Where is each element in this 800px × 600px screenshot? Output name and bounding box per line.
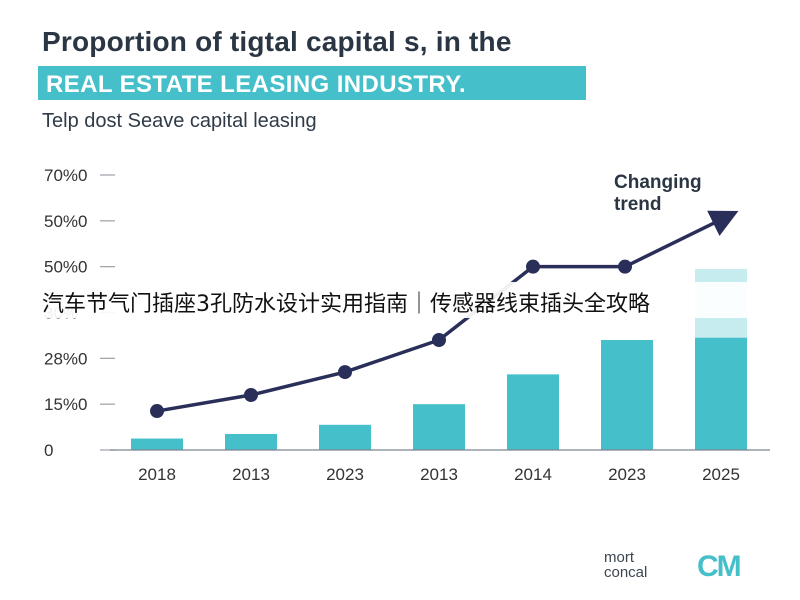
overlay-caption: 汽车节气门插座3孔防水设计实用指南｜传感器线束插头全攻略 — [42, 292, 650, 317]
x-tick-label: 2014 — [514, 465, 552, 484]
brand-name: mort concal — [604, 550, 684, 580]
trend-point — [432, 333, 446, 347]
y-tick-label: 50%0 — [44, 212, 87, 231]
y-tick-label: 0 — [44, 441, 53, 460]
brand-line-1: mort — [604, 549, 634, 566]
x-tick-label: 2013 — [420, 465, 458, 484]
bar — [507, 374, 559, 450]
bar — [601, 340, 653, 450]
trend-point — [338, 365, 352, 380]
brand-logo: CM — [697, 550, 742, 583]
y-tick-label: 70%0 — [44, 166, 87, 185]
annotation-text: trend — [614, 194, 662, 215]
trend-line — [156, 264, 625, 413]
annotation-text: Changing — [614, 172, 702, 193]
banner-text: REAL ESTATE LEASING INDUSTRY. — [46, 71, 467, 98]
y-tick-label: 28%0 — [44, 349, 87, 368]
x-tick-label: 2025 — [702, 465, 740, 484]
title-banner: REAL ESTATE LEASING INDUSTRY. — [38, 66, 586, 100]
x-tick-label: 2023 — [608, 465, 646, 484]
bar — [225, 433, 277, 450]
trend-point — [150, 404, 164, 419]
bar — [131, 438, 183, 450]
x-tick-label: 2023 — [326, 465, 364, 484]
brand-line-2: concal — [604, 564, 648, 581]
y-tick-label: 50%0 — [44, 258, 87, 277]
trend-point — [244, 388, 258, 402]
bar — [413, 404, 465, 450]
trend-point — [618, 259, 632, 274]
chart-subtitle: Telp dost Seave capital leasing — [42, 110, 317, 132]
chart-title: Proportion of tigtal capital s, in the — [42, 26, 512, 57]
x-tick-label: 2018 — [138, 465, 176, 484]
bar — [319, 424, 371, 450]
trend-point — [526, 259, 540, 274]
trend-arrow — [624, 210, 739, 269]
bar — [695, 337, 747, 450]
overlay-caption-banner: 汽车节气门插座3孔防水设计实用指南｜传感器线束插头全攻略 — [0, 282, 800, 318]
y-tick-label: 15%0 — [44, 395, 87, 414]
x-tick-label: 2013 — [232, 465, 270, 484]
